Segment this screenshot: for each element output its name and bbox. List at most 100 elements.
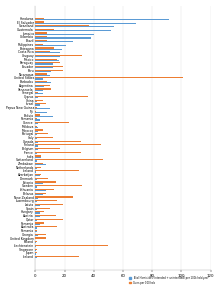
Bar — [35, 36, 47, 37]
Bar — [35, 213, 40, 214]
Bar — [35, 185, 82, 186]
Bar — [35, 226, 57, 227]
Bar — [35, 183, 43, 184]
Bar — [35, 112, 47, 113]
Bar — [35, 215, 56, 216]
Bar — [35, 198, 38, 199]
Bar — [35, 211, 44, 213]
Bar — [35, 52, 60, 54]
Bar — [35, 193, 46, 194]
Bar — [35, 96, 88, 97]
Bar — [35, 166, 41, 168]
Bar — [35, 134, 37, 135]
Bar — [35, 237, 46, 238]
Bar — [35, 111, 36, 112]
Bar — [35, 129, 43, 130]
Bar — [35, 82, 51, 83]
Bar — [35, 204, 63, 205]
Bar — [35, 153, 37, 154]
Bar — [35, 179, 37, 180]
Bar — [35, 216, 40, 217]
Bar — [35, 234, 46, 235]
Bar — [35, 122, 69, 123]
Bar — [35, 45, 66, 46]
Bar — [35, 21, 44, 22]
Bar — [35, 58, 57, 60]
Bar — [35, 205, 40, 206]
Bar — [35, 224, 40, 225]
Bar — [35, 77, 183, 78]
Bar — [35, 44, 43, 45]
Bar — [35, 148, 60, 149]
Bar — [35, 55, 82, 56]
Bar — [35, 100, 43, 101]
Bar — [35, 138, 37, 139]
Bar — [35, 178, 48, 179]
Bar — [35, 40, 47, 41]
Bar — [35, 130, 38, 132]
Bar — [35, 163, 43, 164]
Bar — [35, 133, 48, 134]
Bar — [35, 92, 38, 93]
Bar — [35, 209, 37, 210]
Bar — [35, 108, 50, 109]
Bar — [35, 103, 46, 105]
Bar — [35, 242, 36, 243]
Legend: Total Homicides (intended + unintended) per 100k hab/year, Guns per 100 hab: Total Homicides (intended + unintended) … — [129, 276, 209, 285]
Bar — [35, 105, 40, 106]
Bar — [35, 118, 37, 119]
Bar — [35, 159, 103, 160]
Bar — [35, 230, 37, 231]
Bar — [35, 156, 41, 157]
Bar — [35, 220, 37, 221]
Bar — [35, 196, 73, 198]
Bar — [35, 114, 40, 115]
Bar — [35, 86, 44, 87]
Bar — [35, 75, 50, 76]
Bar — [35, 231, 37, 232]
Bar — [35, 246, 36, 247]
Bar — [35, 249, 37, 250]
Bar — [35, 253, 36, 255]
Bar — [35, 252, 37, 253]
Bar — [35, 101, 37, 102]
Bar — [35, 49, 62, 50]
Bar — [35, 26, 114, 27]
Bar — [35, 137, 53, 138]
Bar — [35, 33, 47, 34]
Bar — [35, 152, 81, 153]
Bar — [35, 181, 56, 183]
Bar — [35, 160, 37, 162]
Bar — [35, 62, 60, 63]
Bar — [35, 81, 47, 82]
Bar — [35, 141, 81, 142]
Bar — [35, 29, 54, 30]
Bar — [35, 171, 36, 173]
Bar — [35, 126, 37, 127]
Bar — [35, 78, 43, 79]
Bar — [35, 88, 51, 90]
Bar — [35, 115, 53, 117]
Bar — [35, 30, 111, 31]
Bar — [35, 149, 38, 150]
Bar — [35, 85, 50, 86]
Bar — [35, 227, 37, 229]
Bar — [35, 19, 169, 20]
Bar — [35, 25, 89, 26]
Bar — [35, 145, 38, 147]
Bar — [35, 241, 37, 242]
Bar — [35, 63, 53, 65]
Bar — [35, 119, 40, 121]
Bar — [35, 170, 79, 171]
Bar — [35, 250, 36, 251]
Bar — [35, 107, 37, 108]
Bar — [35, 142, 38, 143]
Bar — [35, 168, 37, 169]
Bar — [35, 186, 37, 187]
Bar — [35, 48, 54, 49]
Bar — [35, 71, 51, 72]
Bar — [35, 219, 63, 220]
Bar — [35, 73, 47, 75]
Bar — [35, 41, 73, 42]
Bar — [35, 201, 37, 202]
